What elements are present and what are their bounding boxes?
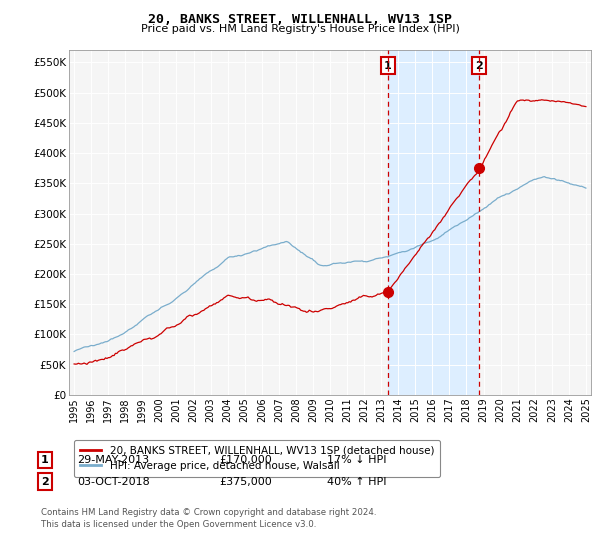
Text: 03-OCT-2018: 03-OCT-2018 <box>77 477 149 487</box>
Text: 20, BANKS STREET, WILLENHALL, WV13 1SP: 20, BANKS STREET, WILLENHALL, WV13 1SP <box>148 13 452 26</box>
Text: 29-MAY-2013: 29-MAY-2013 <box>77 455 149 465</box>
Bar <box>388 50 479 395</box>
Text: 2: 2 <box>41 477 49 487</box>
Legend: 20, BANKS STREET, WILLENHALL, WV13 1SP (detached house), HPI: Average price, det: 20, BANKS STREET, WILLENHALL, WV13 1SP (… <box>74 440 440 477</box>
Text: £375,000: £375,000 <box>219 477 272 487</box>
Text: £170,000: £170,000 <box>219 455 272 465</box>
Text: 1: 1 <box>41 455 49 465</box>
Text: Contains HM Land Registry data © Crown copyright and database right 2024.
This d: Contains HM Land Registry data © Crown c… <box>41 508 376 529</box>
Text: Price paid vs. HM Land Registry's House Price Index (HPI): Price paid vs. HM Land Registry's House … <box>140 24 460 34</box>
Text: 17% ↓ HPI: 17% ↓ HPI <box>327 455 386 465</box>
Text: 2: 2 <box>475 60 483 71</box>
Text: 1: 1 <box>384 60 392 71</box>
Text: 40% ↑ HPI: 40% ↑ HPI <box>327 477 386 487</box>
